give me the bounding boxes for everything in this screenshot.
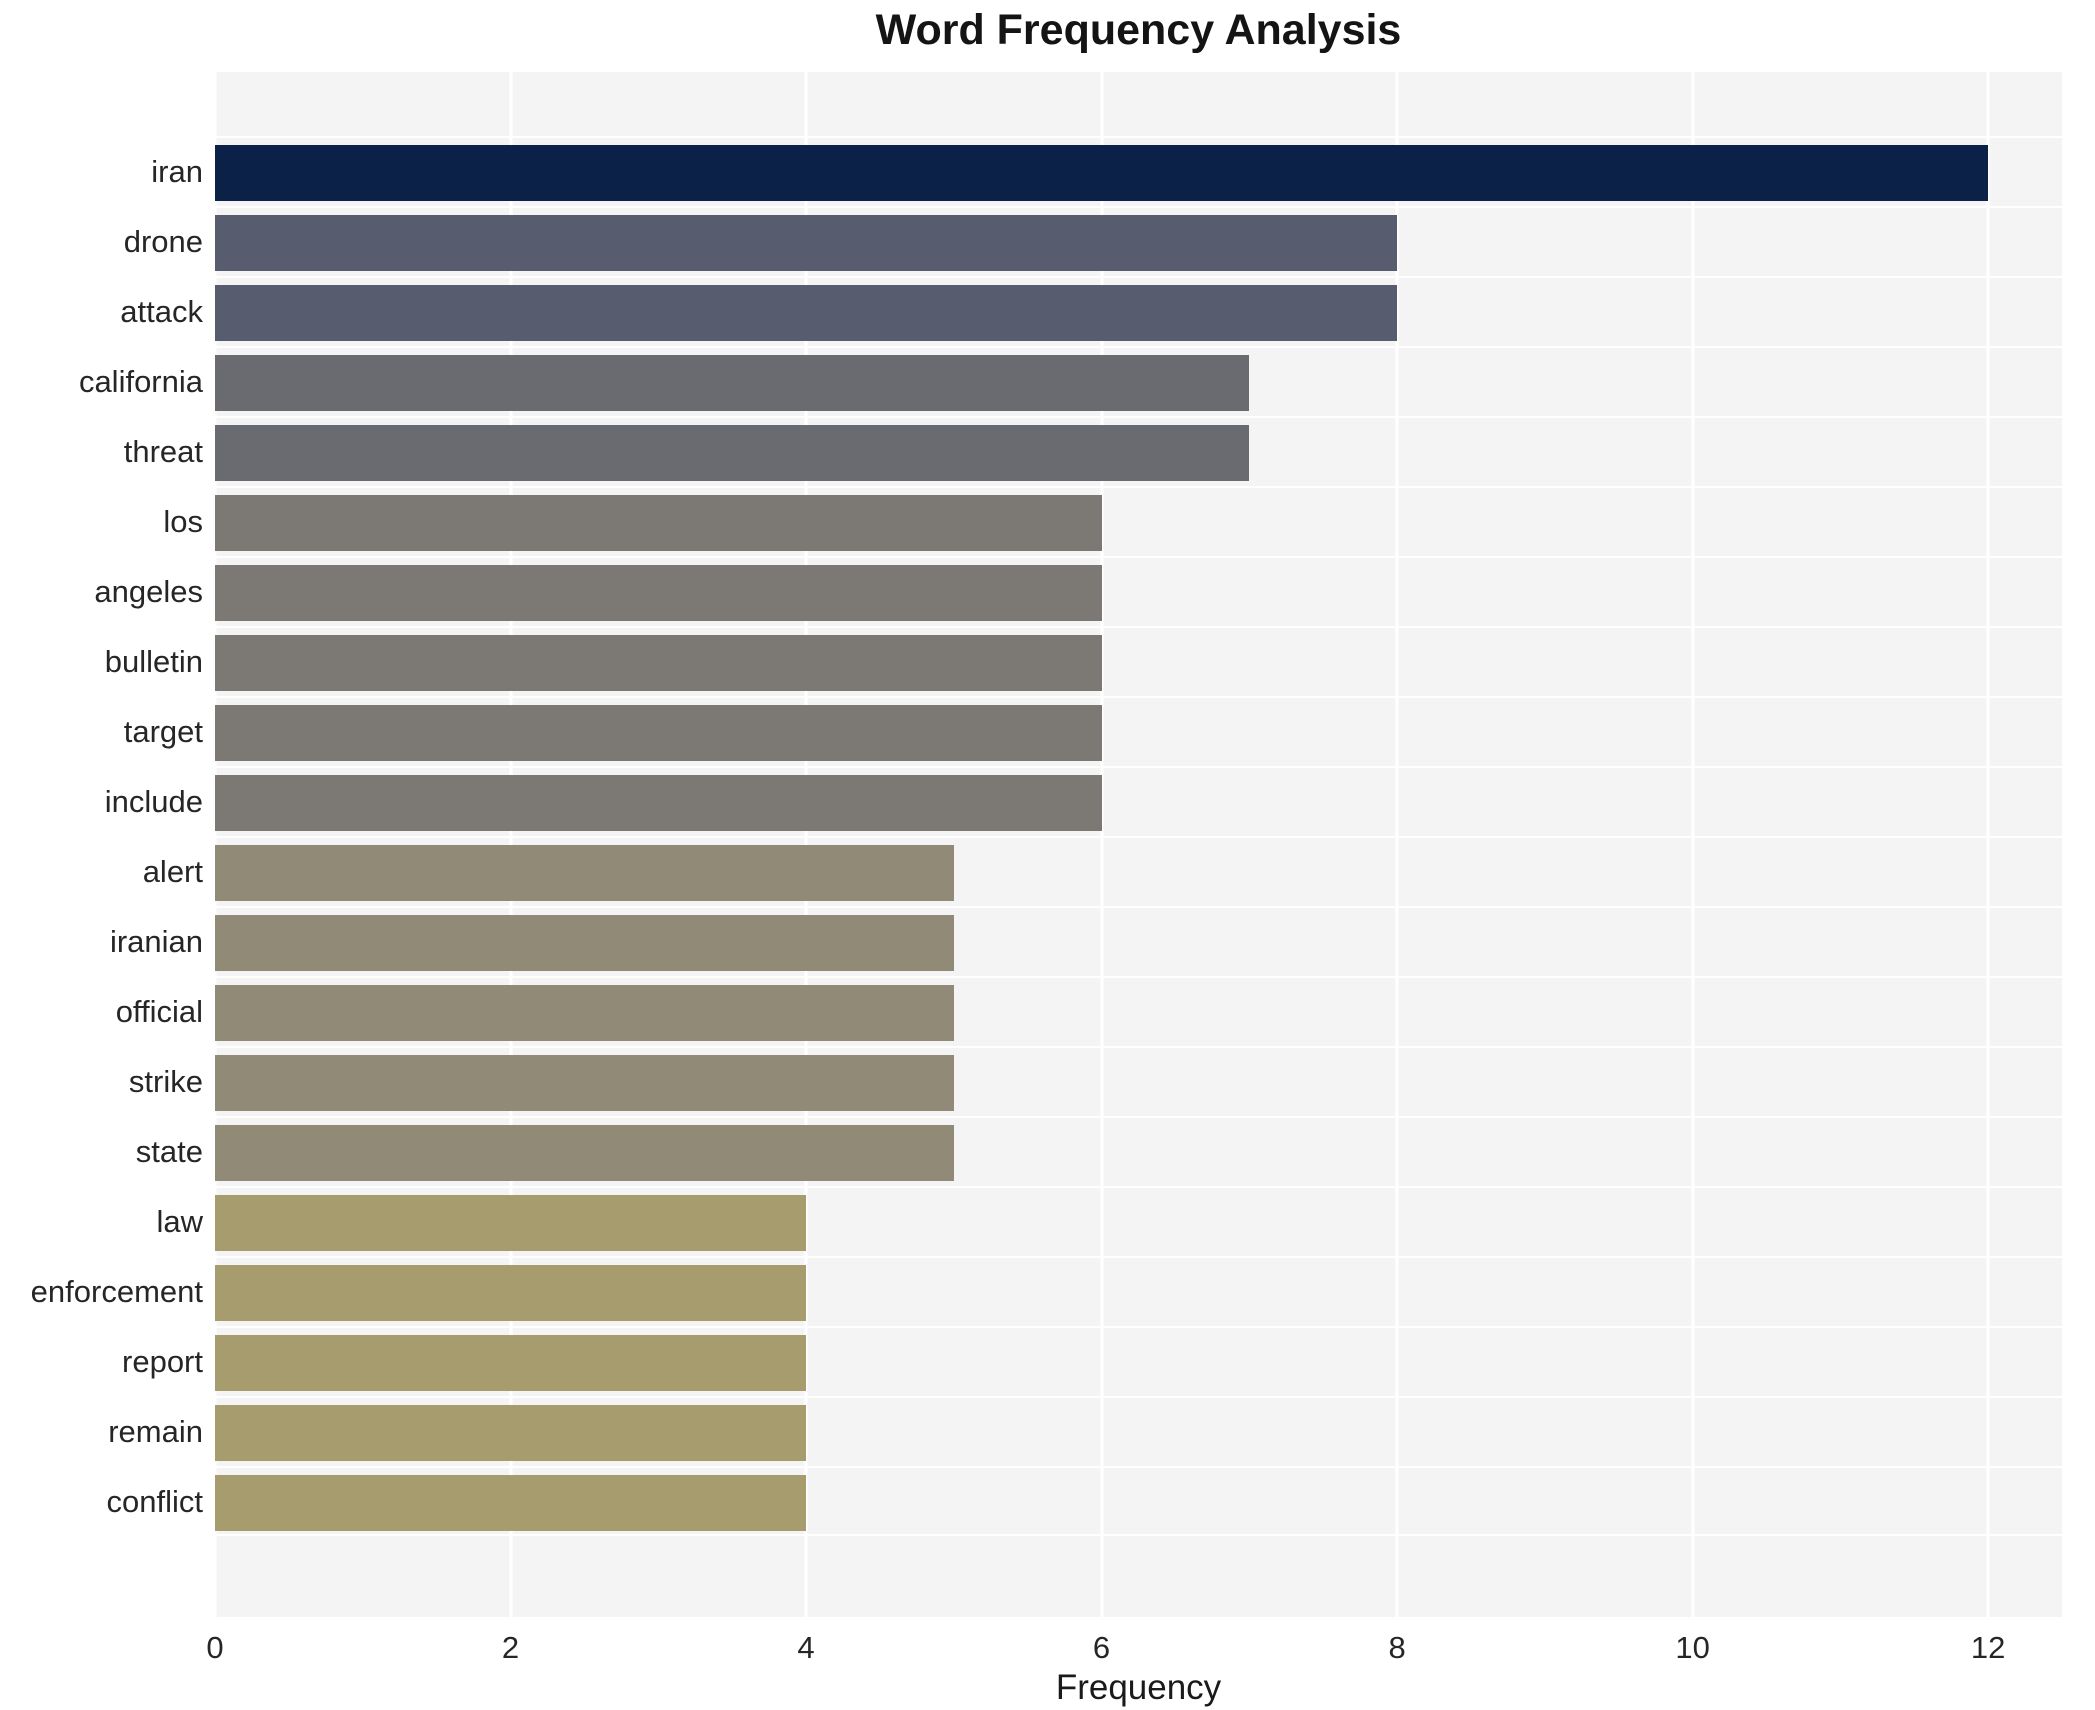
- gridline: [213, 72, 217, 1617]
- bar-row: strike: [129, 1046, 2062, 1116]
- x-axis-ticks: 0 2 4 6 8 10 12: [206, 1630, 2062, 1670]
- bar-attack: [215, 285, 1398, 341]
- y-tick-label: strike: [128, 1064, 203, 1099]
- bar-row: remain: [108, 1396, 2062, 1466]
- y-tick-label: angeles: [94, 574, 203, 609]
- bar-row: enforcement: [31, 1256, 2062, 1326]
- y-tick-label: target: [123, 714, 203, 749]
- bar-strike: [215, 1055, 954, 1111]
- y-tick-label: california: [78, 364, 203, 399]
- gridline: [509, 72, 513, 1617]
- bar-row: law: [156, 1186, 2062, 1256]
- bar-row: angeles: [94, 556, 2062, 626]
- bar-row: report: [122, 1326, 2062, 1396]
- bar-report: [215, 1335, 807, 1391]
- gridline: [1986, 72, 1990, 1617]
- bar-law: [215, 1195, 807, 1251]
- bar-row: los: [163, 486, 2062, 556]
- y-tick-label: bulletin: [104, 644, 203, 679]
- y-tick-label: los: [163, 504, 203, 539]
- x-tick-label: 8: [1388, 1630, 1406, 1665]
- bar-row: iran: [151, 136, 2062, 206]
- y-tick-label: official: [115, 994, 203, 1029]
- y-tick-label: include: [104, 784, 203, 819]
- bar-conflict: [215, 1475, 807, 1531]
- x-axis-title: Frequency: [1055, 1668, 1222, 1707]
- bar-row: include: [105, 766, 2062, 836]
- gridline: [1100, 72, 1104, 1617]
- bar-los: [215, 495, 1102, 551]
- y-tick-label: drone: [123, 224, 203, 259]
- bar-drone: [215, 215, 1398, 271]
- bar-bulletin: [215, 635, 1102, 691]
- bar-row: official: [116, 976, 2062, 1046]
- bar-row: iranian: [110, 906, 2062, 976]
- y-tick-label: alert: [142, 854, 203, 889]
- gridline: [804, 72, 808, 1617]
- bar-alert: [215, 845, 954, 901]
- bar-target: [215, 705, 1102, 761]
- x-tick-label: 0: [206, 1630, 224, 1665]
- y-tick-label: law: [156, 1204, 203, 1239]
- chart-title: Word Frequency Analysis: [875, 6, 1402, 54]
- bar-row: state: [136, 1116, 2062, 1186]
- bar-threat: [215, 425, 1250, 481]
- bar-row: threat: [124, 416, 2062, 486]
- y-tick-label: remain: [108, 1414, 203, 1449]
- bar-row: target: [124, 696, 2062, 766]
- bar-group: iran drone attack california threat los angele…: [31, 136, 2062, 1536]
- bar-enforcement: [215, 1265, 807, 1321]
- x-tick-label: 6: [1092, 1630, 1111, 1665]
- gridline: [1691, 72, 1695, 1617]
- bar-angeles: [215, 565, 1102, 621]
- x-tick-label: 2: [501, 1630, 520, 1665]
- bar-iranian: [215, 915, 954, 971]
- bar-row: california: [79, 346, 2062, 416]
- x-tick-label: 4: [797, 1630, 815, 1665]
- y-tick-label: iranian: [109, 924, 203, 959]
- bar-row: bulletin: [105, 626, 2062, 696]
- y-tick-label: state: [135, 1134, 203, 1169]
- bar-official: [215, 985, 954, 1041]
- y-tick-label: iran: [151, 154, 203, 189]
- bar-include: [215, 775, 1102, 831]
- plot-area: iran drone attack california threat los angele…: [31, 72, 2062, 1617]
- bar-row: alert: [143, 836, 2062, 906]
- bar-iran: [215, 145, 1989, 201]
- bar-row: drone: [124, 206, 2062, 276]
- y-tick-label: conflict: [106, 1484, 203, 1519]
- x-tick-label: 10: [1675, 1630, 1710, 1665]
- bar-row: attack: [120, 276, 2062, 346]
- x-tick-label: 12: [1970, 1630, 2006, 1665]
- y-tick-label: enforcement: [30, 1274, 203, 1309]
- y-tick-label: attack: [120, 294, 203, 329]
- bar-state: [215, 1125, 954, 1181]
- y-tick-label: report: [122, 1344, 203, 1379]
- bar-row: conflict: [107, 1466, 2062, 1536]
- bar-california: [215, 355, 1250, 411]
- bar-remain: [215, 1405, 807, 1461]
- y-tick-label: threat: [123, 434, 203, 469]
- gridline: [1395, 72, 1399, 1617]
